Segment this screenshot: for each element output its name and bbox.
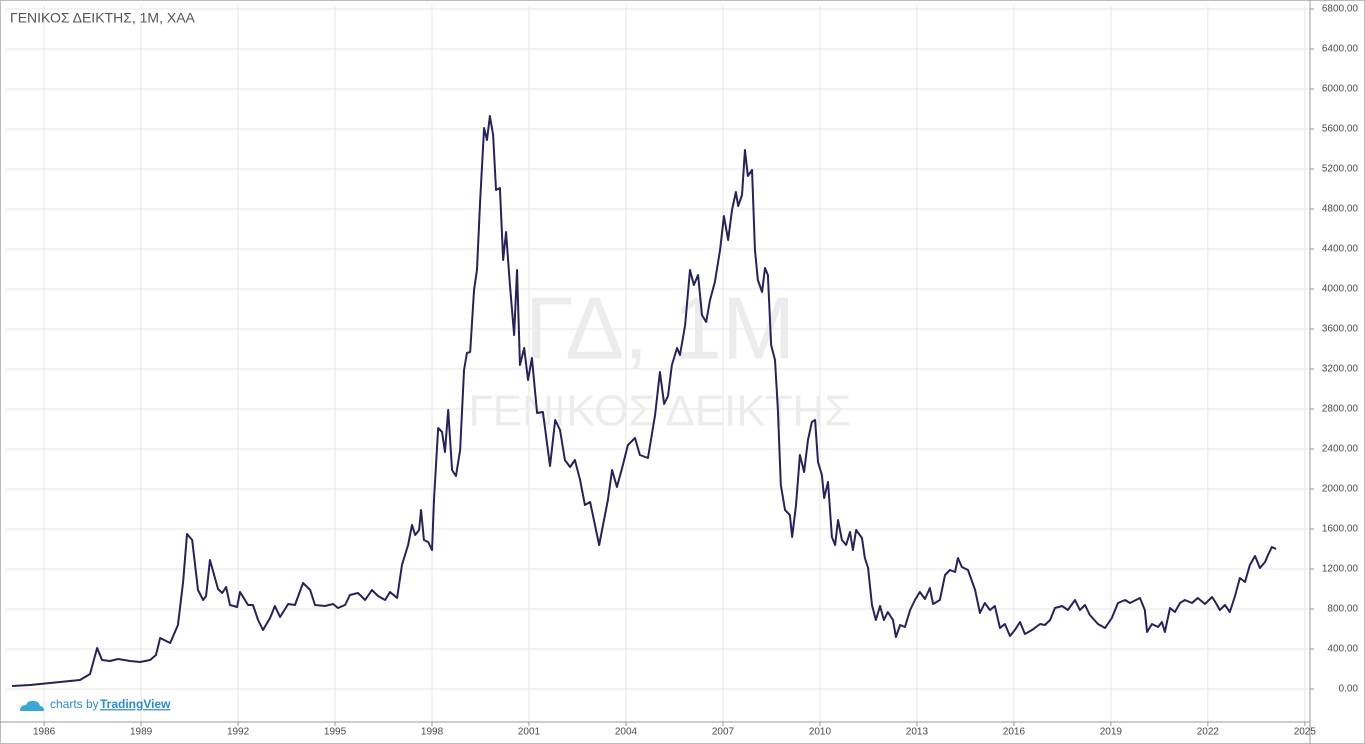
x-tick-label: 1986 [33, 727, 56, 738]
x-tick-label: 1998 [421, 727, 444, 738]
logo-icon [20, 700, 44, 711]
y-tick-label: 5200.00 [1322, 164, 1359, 175]
y-tick-label: 400.00 [1327, 644, 1358, 655]
y-tick-label: 3600.00 [1322, 324, 1359, 335]
y-tick-label: 800.00 [1327, 604, 1358, 615]
y-tick-label: 4000.00 [1322, 284, 1359, 295]
x-tick-label: 2001 [518, 727, 541, 738]
y-tick-label: 0.00 [1339, 684, 1359, 695]
y-tick-label: 1600.00 [1322, 524, 1359, 535]
y-tick-label: 2800.00 [1322, 404, 1359, 415]
y-tick-label: 2000.00 [1322, 484, 1359, 495]
y-tick-label: 4400.00 [1322, 244, 1359, 255]
x-tick-label: 2004 [615, 727, 638, 738]
line-series [12, 115, 1277, 687]
x-tick-label: 2010 [809, 727, 832, 738]
x-tick-label: 2019 [1100, 727, 1123, 738]
attribution-link[interactable]: TradingView [100, 697, 171, 711]
y-tick-label: 1200.00 [1322, 564, 1359, 575]
x-tick-label: 2007 [712, 727, 735, 738]
y-tick-label: 6800.00 [1322, 4, 1359, 15]
x-tick-label: 1995 [324, 727, 347, 738]
watermark: ΓΔ, 1M [525, 278, 795, 377]
watermark: ΓΕΝΙΚΟΣ ΔΕΙΚΤΗΣ [469, 387, 852, 436]
x-tick-label: 2013 [906, 727, 929, 738]
plot [12, 115, 1277, 687]
y-tick-label: 6400.00 [1322, 44, 1359, 55]
x-tick-label: 2025 [1294, 727, 1317, 738]
y-tick-label: 5600.00 [1322, 124, 1359, 135]
y-tick-label: 3200.00 [1322, 364, 1359, 375]
grid [5, 5, 1310, 722]
attribution-prefix: charts by [50, 697, 99, 711]
y-tick-label: 2400.00 [1322, 444, 1359, 455]
x-tick-label: 2022 [1197, 727, 1220, 738]
chart-title: ΓΕΝΙΚΟΣ ΔΕΙΚΤΗΣ, 1M, ΧΑΑ [10, 10, 196, 26]
y-tick-label: 4800.00 [1322, 204, 1359, 215]
x-tick-label: 1992 [227, 727, 250, 738]
y-tick-label: 6000.00 [1322, 84, 1359, 95]
x-tick-label: 1989 [130, 727, 153, 738]
x-tick-label: 2016 [1003, 727, 1026, 738]
tradingview-logo [20, 700, 44, 711]
